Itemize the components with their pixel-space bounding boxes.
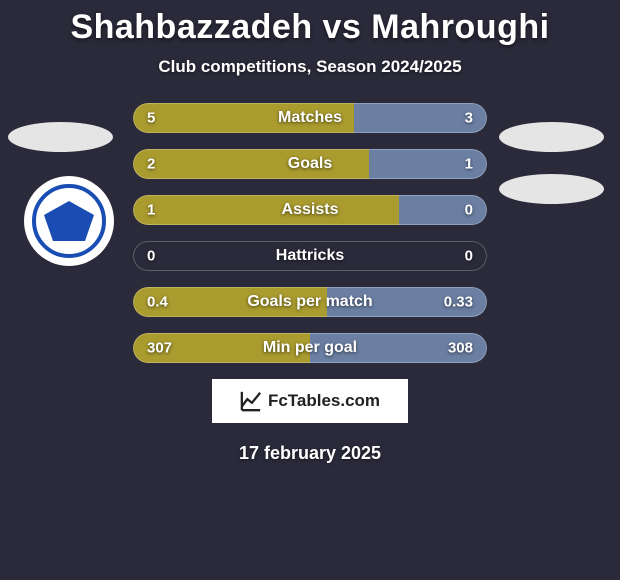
stat-value-left: 2 [147, 156, 155, 173]
stat-row: 0 0 Hattricks [133, 241, 487, 271]
stat-row: 0.4 0.33 Goals per match [133, 287, 487, 317]
stat-value-right: 308 [448, 340, 473, 357]
club-badge-left [24, 176, 114, 266]
stat-row: 2 1 Goals [133, 149, 487, 179]
club-badge-icon [44, 201, 94, 241]
stat-value-left: 5 [147, 110, 155, 127]
player-right-placeholder-1 [499, 122, 604, 152]
branding-badge: FcTables.com [212, 379, 408, 423]
stat-value-left: 0 [147, 248, 155, 265]
comparison-widget: Shahbazzadeh vs Mahroughi Club competiti… [0, 0, 620, 464]
stat-value-right: 0 [465, 202, 473, 219]
stat-fill-left [133, 149, 369, 179]
stat-value-left: 1 [147, 202, 155, 219]
player-left-placeholder [8, 122, 113, 152]
stats-bars: 53Matches21Goals10Assists00Hattricks0.40… [133, 103, 487, 363]
stat-value-right: 3 [465, 110, 473, 127]
date-label: 17 february 2025 [0, 443, 620, 464]
stat-label: Goals per match [247, 293, 372, 311]
stat-label: Assists [282, 201, 339, 219]
page-title: Shahbazzadeh vs Mahroughi [0, 8, 620, 47]
stat-label: Matches [278, 109, 342, 127]
stat-label: Goals [288, 155, 332, 173]
stat-value-left: 307 [147, 340, 172, 357]
chart-icon [240, 390, 262, 412]
stat-row: 1 0 Assists [133, 195, 487, 225]
club-badge-ring [32, 184, 106, 258]
branding-text: FcTables.com [268, 391, 380, 411]
stat-value-right: 1 [465, 156, 473, 173]
player-right-placeholder-2 [499, 174, 604, 204]
stat-row: 5 3 Matches [133, 103, 487, 133]
stat-value-right: 0 [465, 248, 473, 265]
stat-row: 307 308 Min per goal [133, 333, 487, 363]
stat-value-left: 0.4 [147, 294, 168, 311]
stat-label: Hattricks [276, 247, 344, 265]
stat-fill-right [399, 195, 488, 225]
stat-label: Min per goal [263, 339, 357, 357]
subtitle: Club competitions, Season 2024/2025 [0, 57, 620, 77]
stat-fill-left [133, 195, 399, 225]
stat-value-right: 0.33 [444, 294, 473, 311]
